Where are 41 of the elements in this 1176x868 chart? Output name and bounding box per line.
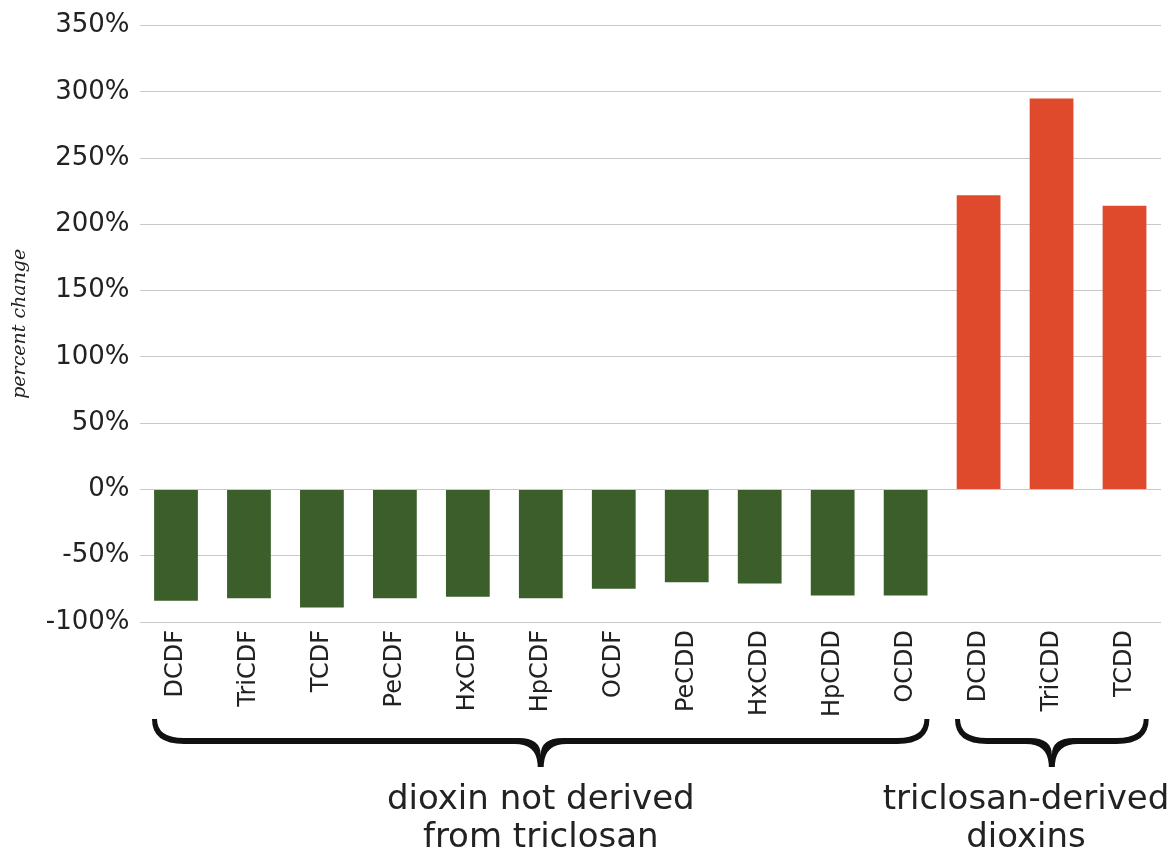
bar: [956, 195, 1001, 489]
x-tick-label: HxCDF: [452, 630, 481, 712]
y-tick-label: 100%: [55, 339, 130, 370]
y-tick-label: 150%: [55, 273, 130, 304]
bar: [445, 489, 490, 597]
y-tick-label: 200%: [55, 207, 130, 238]
bar: [810, 489, 855, 596]
x-tick-label: DCDF: [160, 630, 189, 698]
bar: [300, 489, 344, 608]
y-tick-label: 300%: [55, 74, 130, 105]
x-tick-label: PeCDD: [670, 630, 699, 713]
y-tick-label: 350%: [55, 8, 130, 39]
bar: [883, 489, 928, 596]
y-axis-title: percent change: [7, 248, 30, 399]
y-tick-label: 0%: [88, 472, 130, 503]
x-tick-label: OCDD: [889, 630, 918, 703]
bar: [154, 489, 198, 601]
bar: [227, 489, 271, 599]
bar: [591, 489, 636, 589]
x-tick-label: TriCDD: [1035, 630, 1064, 713]
x-tick-label: OCDF: [598, 630, 627, 698]
y-tick-label: -100%: [45, 604, 130, 635]
bar: [737, 489, 782, 584]
y-tick-label: 50%: [71, 405, 130, 436]
x-tick-label: HxCDD: [743, 630, 772, 716]
bar: [664, 489, 709, 583]
x-tick-label: DCDD: [962, 630, 991, 703]
text: triclosan-derived dioxins: [882, 777, 1170, 855]
x-tick-label: PeCDF: [379, 630, 408, 708]
x-tick-label: TriCDF: [233, 630, 262, 708]
x-tick-label: TCDD: [1108, 630, 1137, 698]
x-tick-label: HpCDD: [816, 630, 845, 717]
y-tick-label: -50%: [62, 538, 130, 569]
bar: [1102, 205, 1147, 489]
bar: [1029, 98, 1074, 489]
text: dioxin not derived from triclosan: [386, 777, 695, 855]
x-tick-label: HpCDF: [525, 630, 554, 713]
bar: [373, 489, 417, 599]
x-tick-label: TCDF: [306, 630, 335, 694]
y-tick-label: 250%: [55, 140, 130, 171]
bar: [518, 489, 563, 599]
